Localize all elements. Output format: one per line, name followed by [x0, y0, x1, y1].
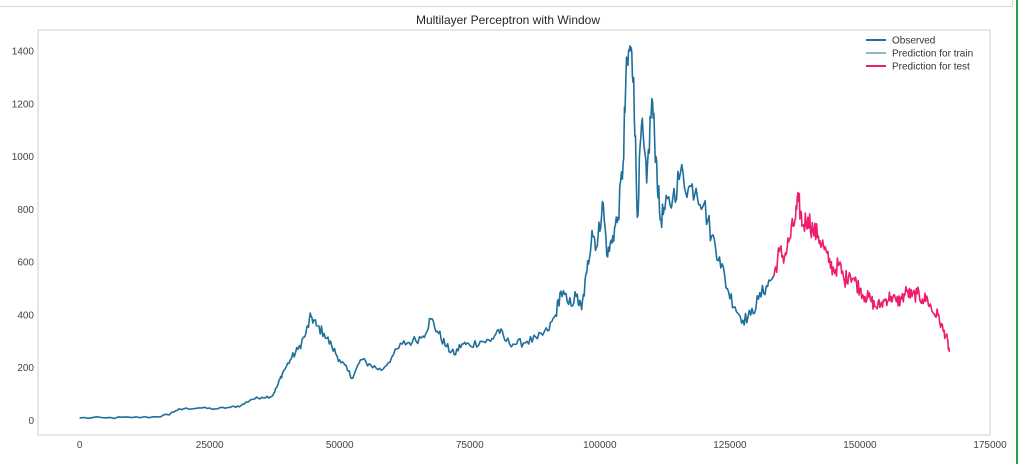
chart-title: Multilayer Perceptron with Window: [416, 13, 600, 27]
plot-area: [38, 30, 990, 435]
top-border: [0, 0, 1013, 7]
y-axis-ticks: 0 200 400 600 800 1000 1200 1400: [12, 47, 35, 427]
y-tick-label: 200: [17, 363, 34, 374]
x-tick-label: 175000: [973, 440, 1007, 451]
x-tick-label: 0: [77, 440, 83, 451]
window-edge-accent: [1016, 0, 1018, 464]
series-line-1: [79, 45, 775, 420]
x-tick-label: 125000: [713, 440, 747, 451]
x-tick-label: 50000: [326, 440, 354, 451]
x-tick-label: 75000: [456, 440, 484, 451]
series-line-3: [773, 191, 951, 352]
y-tick-label: 1000: [12, 152, 35, 163]
series-lines: [79, 45, 951, 420]
y-tick-label: 1400: [12, 47, 35, 58]
y-tick-label: 800: [17, 205, 34, 216]
y-tick-label: 1200: [12, 99, 35, 110]
y-tick-label: 0: [28, 416, 34, 427]
x-tick-label: 100000: [583, 440, 617, 451]
y-tick-label: 400: [17, 310, 34, 321]
legend: Observed Prediction for train Prediction f…: [866, 36, 973, 73]
axes-frame: [37, 29, 991, 436]
axes-border: [37, 29, 991, 436]
x-tick-label: 150000: [843, 440, 877, 451]
legend-label: Observed: [892, 36, 935, 47]
x-axis-ticks: 0 25000 50000 75000 100000 125000 150000 175000: [77, 440, 1007, 451]
legend-label: Prediction for test: [892, 62, 970, 73]
legend-label: Prediction for train: [892, 49, 973, 60]
y-tick-label: 600: [17, 258, 34, 269]
x-tick-label: 25000: [196, 440, 224, 451]
